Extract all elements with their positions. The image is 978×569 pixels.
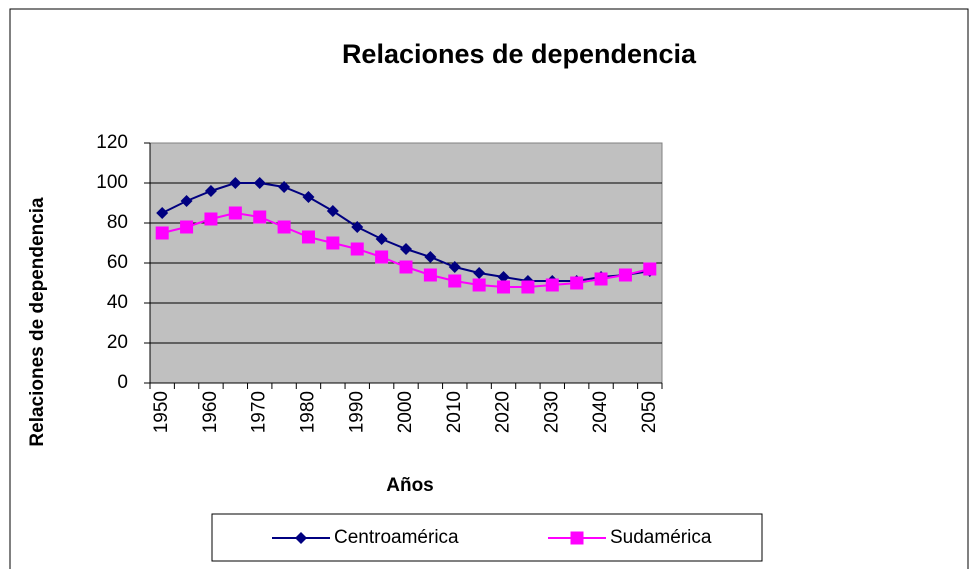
data-point [448, 261, 461, 273]
data-point [156, 207, 169, 219]
data-point [155, 226, 169, 240]
data-point [204, 212, 218, 226]
data-point [278, 181, 291, 193]
data-point [253, 210, 267, 224]
data-point [594, 272, 608, 286]
data-point [228, 206, 242, 220]
data-point [521, 280, 535, 294]
data-point [400, 243, 412, 255]
chart-title: Relaciones de dependencia [342, 39, 697, 69]
data-point [180, 195, 193, 207]
data-point [424, 251, 437, 263]
data-point [277, 220, 291, 234]
data-point [399, 260, 413, 274]
y-tick-label: 40 [107, 292, 128, 313]
data-point [448, 274, 462, 288]
data-point [473, 267, 486, 279]
data-point [643, 262, 657, 276]
x-tick-label: 2030 [541, 391, 562, 433]
data-point [375, 233, 388, 245]
x-tick-label: 1980 [297, 391, 318, 433]
data-point [229, 177, 242, 189]
legend-label: Centroamérica [334, 527, 459, 548]
data-point [302, 191, 315, 203]
x-tick-label: 1950 [151, 391, 172, 433]
x-tick-label: 1970 [249, 391, 270, 433]
legend-label: Sudamérica [610, 527, 712, 548]
data-point [472, 278, 486, 292]
data-point [350, 242, 364, 256]
y-tick-label: 0 [117, 372, 128, 393]
y-tick-label: 80 [107, 212, 128, 233]
y-tick-label: 60 [107, 252, 128, 273]
x-tick-label: 1990 [346, 391, 367, 433]
data-point [570, 276, 584, 290]
data-point [497, 280, 511, 294]
data-point [375, 250, 389, 264]
y-tick-label: 20 [107, 332, 128, 353]
x-tick-label: 1960 [200, 391, 221, 433]
x-tick-label: 2020 [493, 391, 514, 433]
data-point [423, 268, 437, 282]
data-point [180, 220, 194, 234]
data-point [497, 271, 510, 283]
legend-marker [295, 532, 307, 544]
data-point [618, 268, 632, 282]
x-axis-label: Años [386, 475, 434, 496]
data-point [253, 177, 266, 189]
legend-marker [570, 531, 584, 545]
data-point [301, 230, 315, 244]
x-tick-label: 2040 [590, 391, 611, 433]
data-point [545, 278, 559, 292]
x-tick-label: 2000 [395, 391, 416, 433]
x-tick-label: 2050 [639, 391, 660, 433]
y-tick-label: 120 [96, 132, 128, 153]
y-axis-label: Relaciones de dependencia [27, 197, 48, 447]
data-point [204, 185, 217, 197]
data-point [326, 205, 339, 217]
y-tick-label: 100 [96, 172, 128, 193]
x-tick-label: 2010 [444, 391, 465, 433]
data-point [351, 221, 364, 233]
data-point [326, 236, 340, 250]
